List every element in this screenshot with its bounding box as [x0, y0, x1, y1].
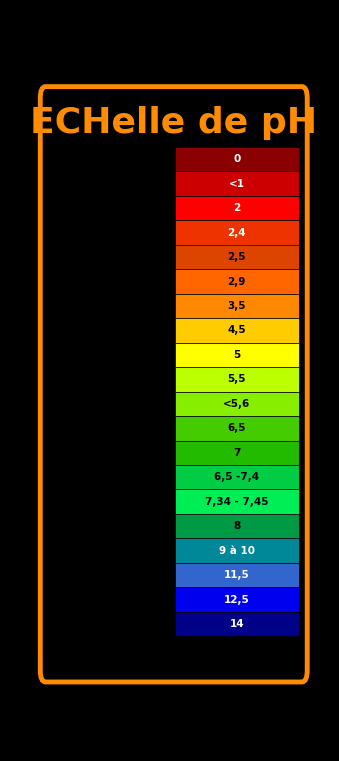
- Bar: [175, 367, 299, 392]
- Bar: [175, 563, 299, 587]
- Bar: [175, 171, 299, 196]
- Bar: [175, 465, 299, 489]
- Bar: [175, 416, 299, 441]
- Bar: [175, 514, 299, 539]
- Text: <5,6: <5,6: [223, 399, 251, 409]
- Text: 2,5: 2,5: [227, 252, 246, 262]
- Text: 7,34 - 7,45: 7,34 - 7,45: [205, 497, 268, 507]
- Bar: [175, 196, 299, 221]
- Bar: [175, 392, 299, 416]
- Text: 2,4: 2,4: [227, 228, 246, 237]
- Bar: [175, 147, 299, 171]
- Bar: [175, 318, 299, 342]
- Text: ECHelle de pH: ECHelle de pH: [30, 106, 317, 140]
- Text: 3,5: 3,5: [227, 301, 246, 311]
- Bar: [175, 612, 299, 636]
- Text: 5,5: 5,5: [227, 374, 246, 384]
- Text: 2: 2: [233, 203, 240, 213]
- Text: 2,9: 2,9: [227, 276, 246, 287]
- Text: 11,5: 11,5: [224, 570, 250, 580]
- Bar: [175, 539, 299, 563]
- Text: 4,5: 4,5: [227, 326, 246, 336]
- Text: 12,5: 12,5: [224, 594, 250, 604]
- Bar: [175, 441, 299, 465]
- Bar: [175, 294, 299, 318]
- Bar: [175, 342, 299, 367]
- Text: 6,5: 6,5: [227, 423, 246, 433]
- Bar: [175, 489, 299, 514]
- Text: 6,5 -7,4: 6,5 -7,4: [214, 473, 259, 482]
- Text: 14: 14: [230, 619, 244, 629]
- Bar: [175, 221, 299, 245]
- Bar: [175, 269, 299, 294]
- Text: 5: 5: [233, 350, 240, 360]
- Text: 7: 7: [233, 447, 240, 458]
- Text: 9 à 10: 9 à 10: [219, 546, 255, 556]
- Text: 0: 0: [233, 154, 240, 164]
- Bar: [175, 245, 299, 269]
- Text: <1: <1: [229, 179, 245, 189]
- Bar: [175, 587, 299, 612]
- Text: 8: 8: [233, 521, 240, 531]
